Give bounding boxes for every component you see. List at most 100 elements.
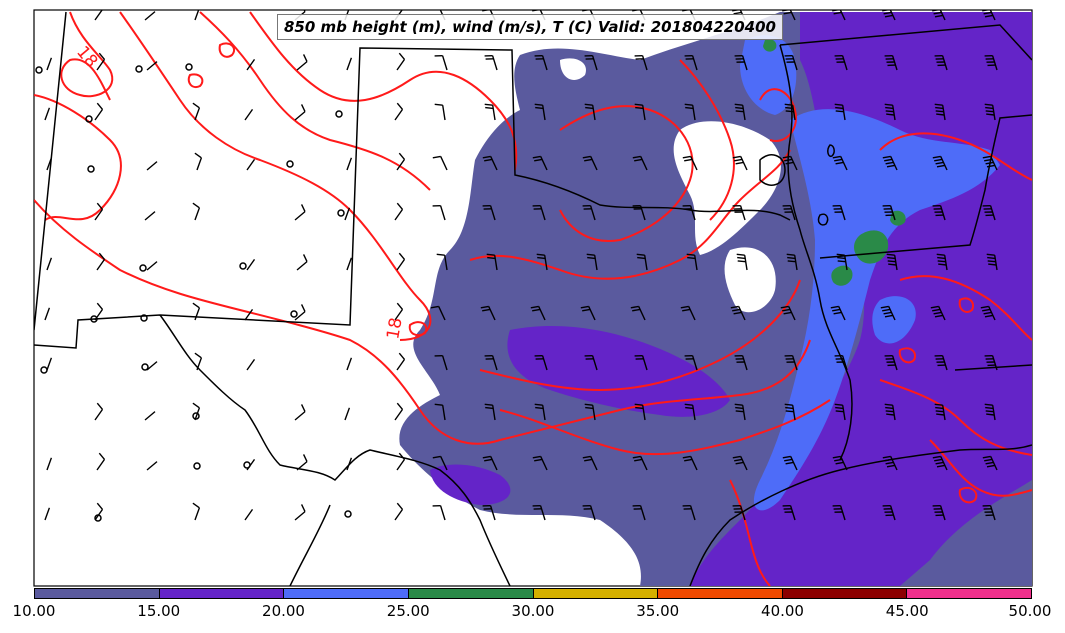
wind-barb-icon <box>880 305 896 321</box>
wind-barb-icon <box>830 305 846 321</box>
wind-barb-icon <box>734 103 746 121</box>
wind-barb-icon <box>144 11 156 21</box>
wind-barb-icon <box>396 452 406 471</box>
calm-wind-circle-icon <box>344 510 352 518</box>
wind-barb-icon <box>484 55 498 71</box>
wind-barb-icon <box>394 102 404 121</box>
wind-barb-icon <box>932 455 948 471</box>
wind-barb-icon <box>886 253 898 271</box>
wind-barb-icon <box>934 55 948 71</box>
calm-wind-circle-icon <box>141 363 149 371</box>
wind-barb-icon <box>96 452 106 471</box>
wind-fill-gap <box>673 121 781 255</box>
wind-barb-icon <box>736 253 748 271</box>
wind-barb-icon <box>192 102 201 121</box>
wind-barb-icon <box>582 205 596 221</box>
wind-barb-icon <box>780 305 796 321</box>
wind-barb-icon <box>632 455 648 471</box>
wind-barb-icon <box>734 55 748 71</box>
wind-barb-icon <box>884 103 896 121</box>
wind-barb-icon <box>684 355 698 371</box>
wind-barb-icon <box>584 355 598 371</box>
wind-fill-25-30 <box>854 230 889 264</box>
wind-barb-icon <box>394 202 404 221</box>
wind-barb-icon <box>146 461 158 471</box>
wind-barb-icon <box>584 403 596 421</box>
wind-barb-icon <box>46 457 53 471</box>
wind-barb-icon <box>782 505 796 521</box>
wind-barb-icon <box>194 352 203 371</box>
wind-barb-icon <box>582 155 598 171</box>
wind-barb-icon <box>346 257 353 271</box>
wind-barb-icon <box>144 411 156 421</box>
wind-barb-icon <box>530 305 546 321</box>
wind-barb-icon <box>982 10 996 21</box>
calm-wind-circle-icon <box>90 315 98 323</box>
wind-barb-icon <box>682 505 696 521</box>
wind-barb-icon <box>582 455 598 471</box>
wind-barb-icon <box>244 508 254 521</box>
wind-barb-icon <box>146 161 158 171</box>
wind-barb-icon <box>344 407 351 421</box>
wind-barb-icon <box>532 205 546 221</box>
wind-barb-icon <box>482 205 496 221</box>
wind-barb-icon <box>632 205 646 221</box>
wind-barb-icon <box>46 157 53 171</box>
wind-barb-icon <box>296 54 308 71</box>
wind-barb-icon <box>346 57 353 71</box>
wind-barb-icon <box>986 253 998 271</box>
colorbar-tick-label: 30.00 <box>511 602 555 620</box>
wind-barb-icon <box>432 505 446 521</box>
wind-barb-icon <box>586 253 598 271</box>
wind-barb-icon <box>936 253 948 271</box>
wind-barb-icon <box>434 355 448 371</box>
wind-barb-icon <box>394 502 404 521</box>
wind-barb-icon <box>296 454 308 471</box>
wind-barb-icon <box>782 10 796 21</box>
colorbar-segment <box>408 589 534 598</box>
wind-barb-icon <box>984 55 998 71</box>
map-title: 850 mb height (m), wind (m/s), T (C) Val… <box>277 14 783 40</box>
calm-wind-circle-icon <box>290 310 298 318</box>
wind-barb-icon <box>982 455 998 471</box>
wind-barb-icon <box>536 253 548 271</box>
colorbar-segment <box>284 589 409 598</box>
wind-barb-icon <box>430 305 446 321</box>
wind-barb-icon <box>192 202 201 221</box>
colorbar-tick-label: 25.00 <box>386 602 430 620</box>
wind-barb-icon <box>632 155 648 171</box>
wind-barb-icon <box>192 302 201 321</box>
wind-barb-icon <box>932 205 946 221</box>
wind-barb-icon <box>834 55 848 71</box>
wind-barb-icon <box>294 304 306 321</box>
wind-barb-icon <box>296 254 308 271</box>
wind-barb-icon <box>930 305 946 321</box>
wind-barb-icon <box>46 357 53 371</box>
wind-barb-icon <box>982 205 996 221</box>
wind-barb-icon <box>194 10 200 21</box>
wind-fill-gap <box>724 247 776 313</box>
wind-barb-icon <box>434 55 448 71</box>
wind-barb-icon <box>146 361 158 371</box>
wind-barb-icon <box>934 355 948 371</box>
calm-wind-circle-icon <box>87 165 95 173</box>
wind-barb-icon <box>732 505 746 521</box>
colorbar-tick-label: 15.00 <box>137 602 181 620</box>
wind-barb-icon <box>346 157 353 171</box>
wind-barb-icon <box>532 155 548 171</box>
wind-barb-icon <box>782 155 798 171</box>
wind-barb-icon <box>482 155 498 171</box>
wind-barb-icon <box>882 205 896 221</box>
wind-barb-icon <box>44 307 51 321</box>
wind-barb-icon <box>786 253 798 271</box>
wind-barb-icon <box>46 57 53 71</box>
calm-wind-circle-icon <box>140 314 148 322</box>
wind-barb-icon <box>44 107 51 121</box>
calm-wind-circle-icon <box>335 110 343 118</box>
wind-barb-icon <box>682 455 698 471</box>
wind-barb-icon <box>934 403 946 421</box>
calm-wind-circle-icon <box>139 264 147 272</box>
colorbar <box>34 588 1032 599</box>
wind-barb-icon <box>882 155 898 171</box>
wind-barb-icon <box>94 302 104 321</box>
